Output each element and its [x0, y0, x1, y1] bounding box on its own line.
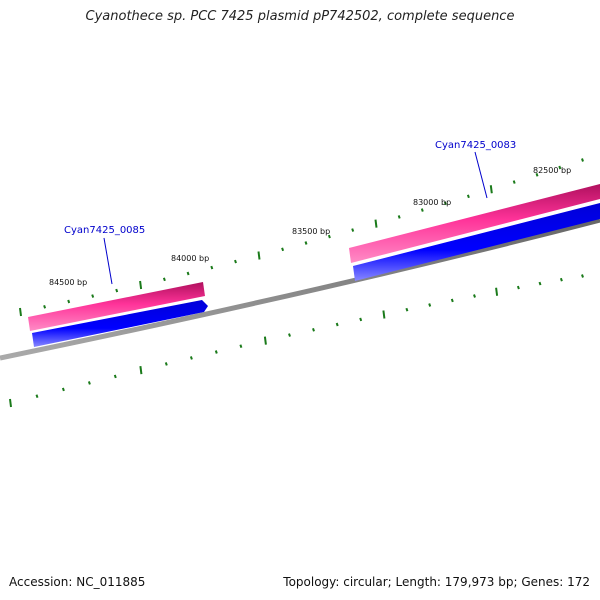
- reverse-strand-feature[interactable]: [32, 300, 208, 347]
- minor-tick: [61, 387, 65, 392]
- minor-tick: [581, 158, 584, 162]
- minor-tick: [466, 194, 470, 199]
- gene-label-cyan7425-0083[interactable]: Cyan7425_0083: [435, 140, 516, 151]
- gene-feature-cyan7425-0085[interactable]: [28, 282, 208, 347]
- minor-tick: [113, 374, 117, 379]
- major-tick: [257, 251, 261, 260]
- gene-label-cyan7425-0085[interactable]: Cyan7425_0085: [64, 225, 145, 236]
- forward-strand-feature[interactable]: [28, 282, 205, 331]
- minor-tick: [359, 317, 363, 322]
- gene-label-leader: [474, 151, 488, 199]
- minor-tick: [558, 165, 562, 170]
- position-label: 82500 bp: [533, 166, 571, 175]
- gene-feature-cyan7425-0083[interactable]: [349, 184, 600, 281]
- position-label: 84500 bp: [49, 278, 87, 287]
- minor-tick: [538, 281, 542, 286]
- outer-tick-ring: [19, 158, 584, 317]
- map-title: Cyanothece sp. PCC 7425 plasmid pP742502…: [85, 9, 515, 24]
- major-tick: [9, 398, 12, 408]
- major-tick: [139, 365, 143, 375]
- minor-tick: [351, 228, 355, 232]
- minor-tick: [512, 180, 516, 184]
- minor-tick: [581, 274, 584, 278]
- forward-strand-feature[interactable]: [349, 184, 600, 263]
- major-tick: [139, 280, 143, 290]
- minor-tick: [397, 215, 401, 219]
- major-tick: [263, 336, 267, 345]
- minor-tick: [91, 294, 95, 298]
- minor-tick: [312, 327, 315, 332]
- minor-tick: [189, 356, 193, 360]
- minor-tick: [327, 234, 331, 239]
- accession-text: Accession: NC_011885: [9, 575, 146, 589]
- minor-tick: [239, 344, 243, 349]
- position-label: 83000 bp: [413, 198, 451, 207]
- minor-tick: [335, 322, 339, 327]
- minor-tick: [559, 277, 563, 282]
- minor-tick: [43, 304, 47, 309]
- plasmid-backbone: [0, 217, 600, 361]
- minor-tick: [35, 394, 39, 399]
- major-tick: [19, 307, 22, 317]
- minor-tick: [405, 307, 409, 312]
- major-tick: [489, 185, 493, 194]
- major-tick: [374, 219, 378, 228]
- major-tick: [495, 287, 499, 296]
- position-label: 84000 bp: [171, 254, 209, 263]
- minor-tick: [67, 299, 71, 304]
- gene-label-leader: [103, 237, 113, 285]
- inner-tick-ring: [9, 274, 584, 408]
- minor-tick: [420, 208, 424, 212]
- minor-tick: [516, 285, 520, 290]
- minor-tick: [87, 381, 91, 385]
- minor-tick: [281, 247, 285, 252]
- minor-tick: [443, 201, 447, 206]
- minor-tick: [162, 277, 166, 282]
- minor-tick: [210, 265, 214, 270]
- minor-tick: [234, 259, 237, 264]
- minor-tick: [214, 350, 218, 354]
- minor-tick: [535, 172, 539, 177]
- minor-tick: [473, 294, 476, 298]
- minor-tick: [304, 241, 308, 245]
- minor-tick: [164, 362, 168, 366]
- minor-tick: [428, 303, 432, 307]
- sequence-summary: Topology: circular; Length: 179,973 bp; …: [283, 575, 590, 589]
- minor-tick: [115, 288, 119, 293]
- reverse-strand-feature[interactable]: [353, 203, 600, 281]
- minor-tick: [450, 298, 454, 303]
- major-tick: [382, 310, 386, 319]
- minor-tick: [288, 333, 291, 337]
- minor-tick: [186, 271, 190, 276]
- position-label: 83500 bp: [292, 227, 330, 236]
